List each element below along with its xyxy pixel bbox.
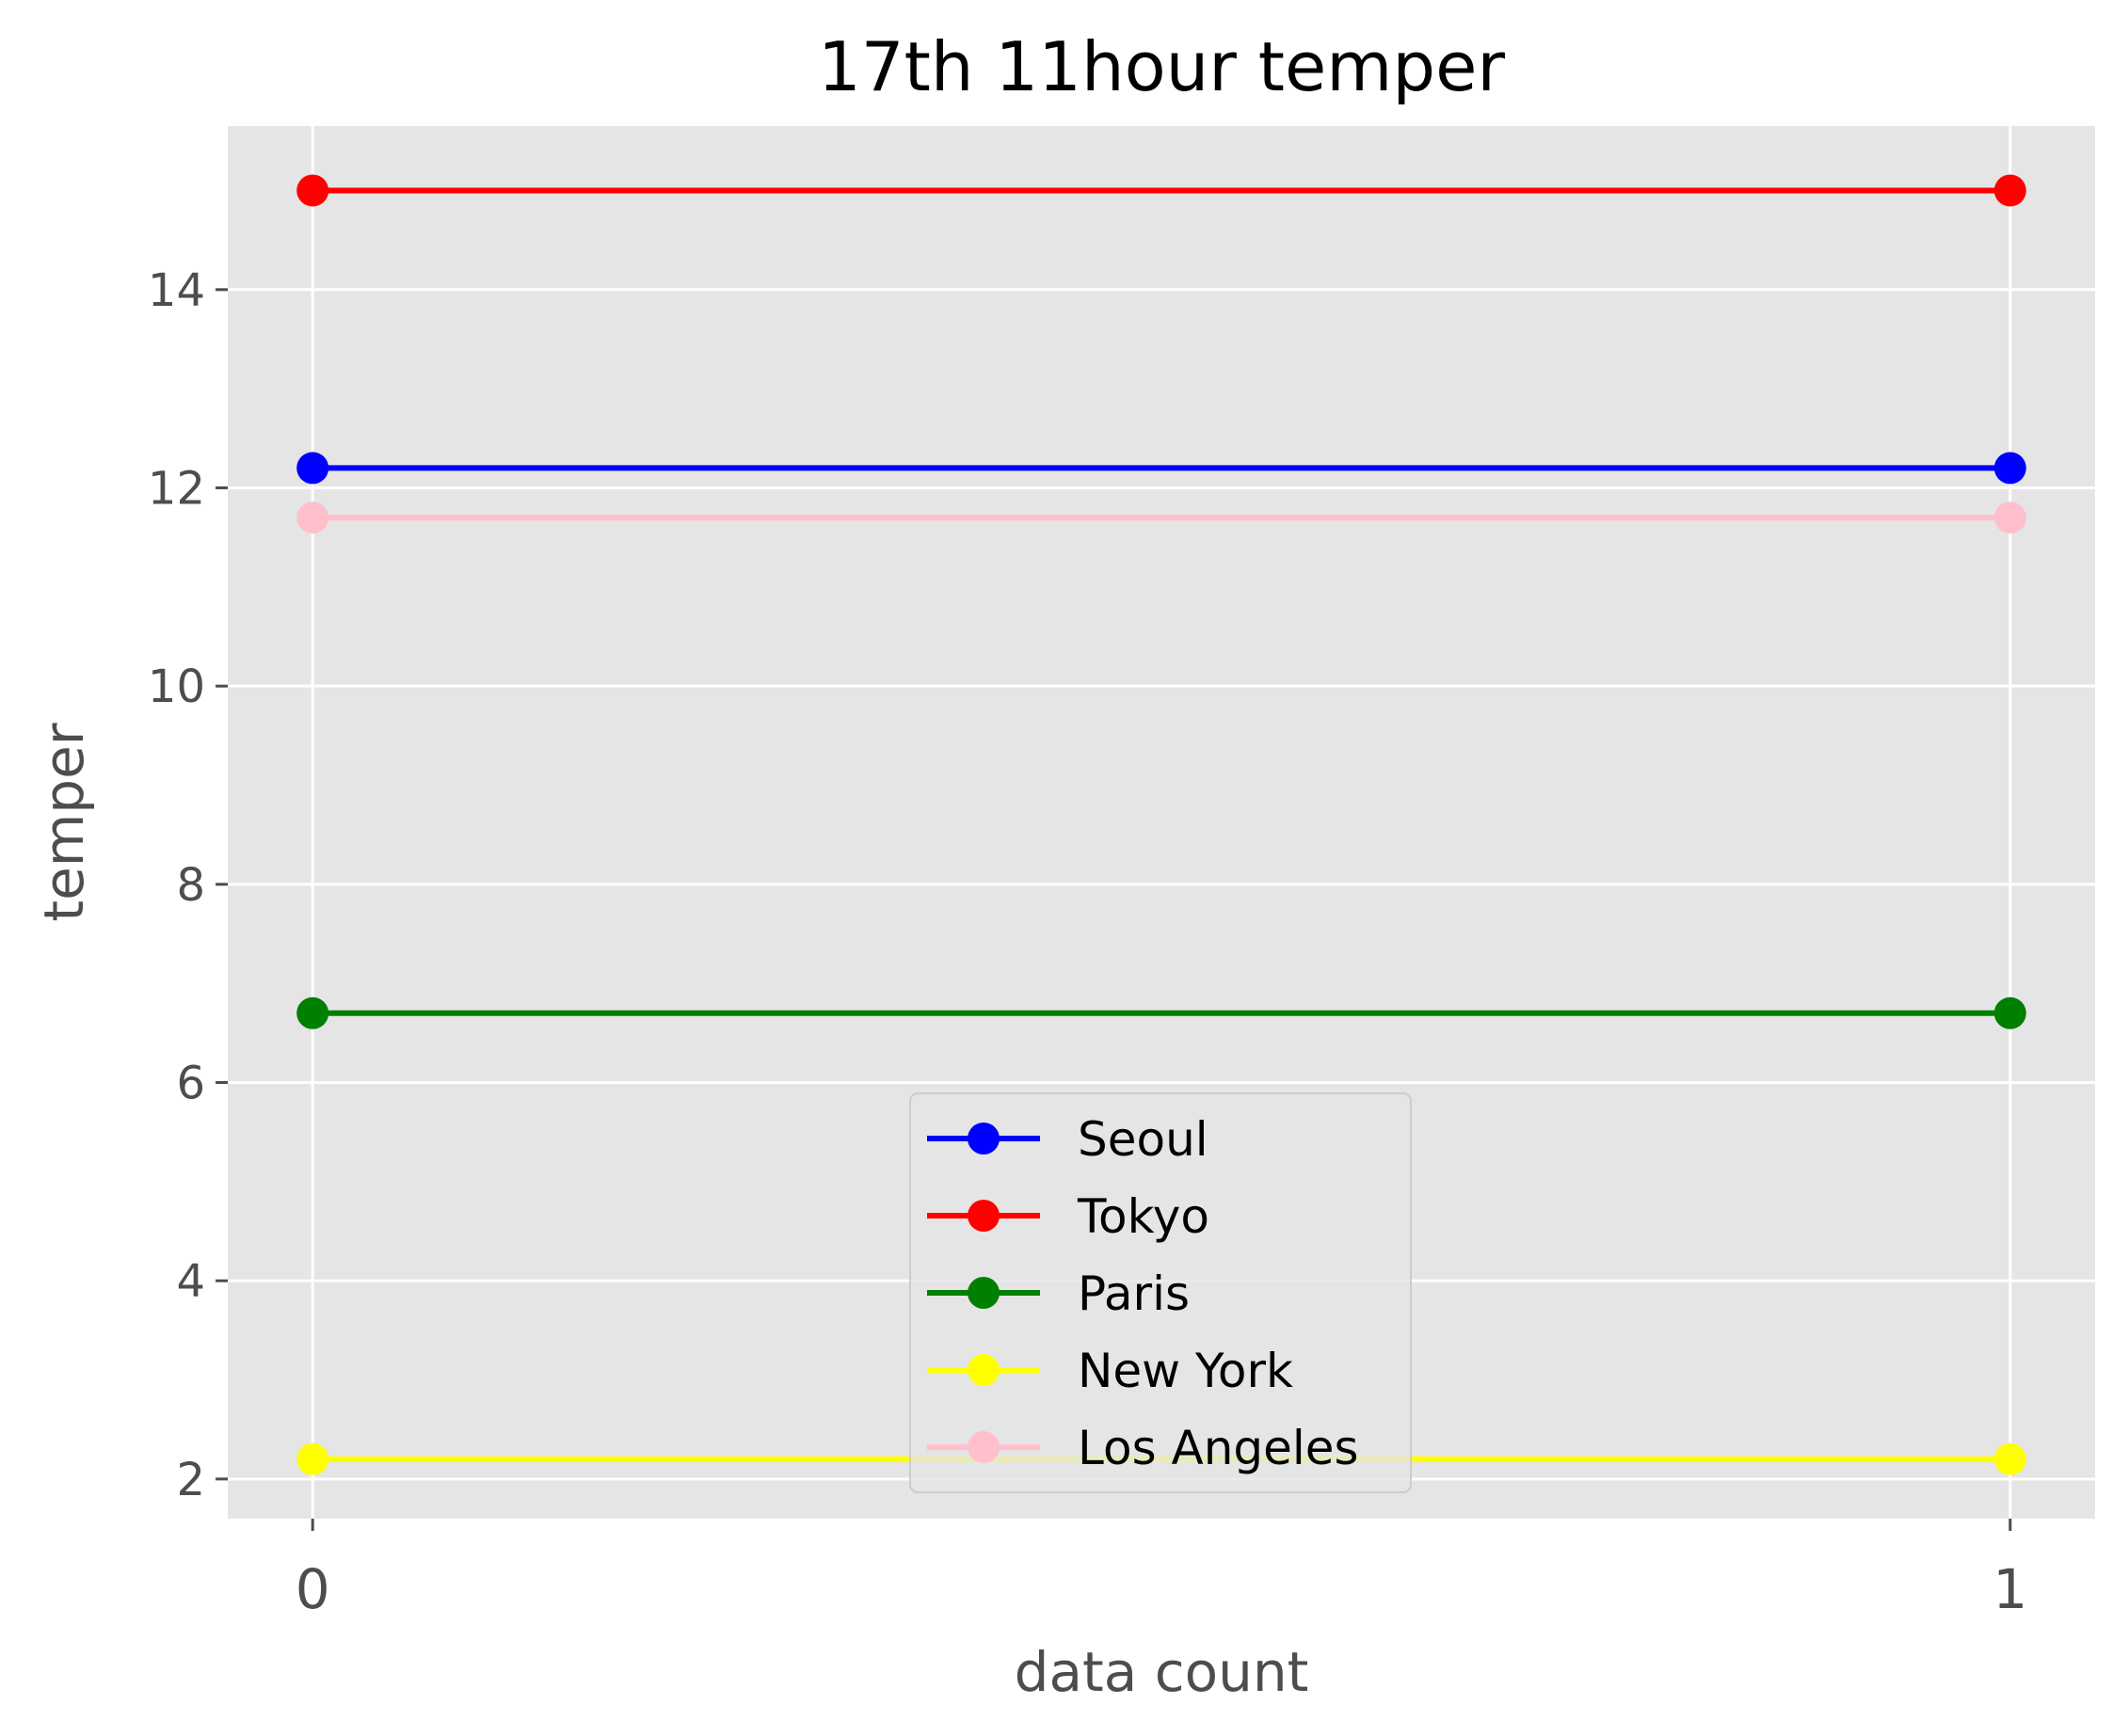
x-axis-label: data count [1015,1640,1309,1704]
data-point-los-angeles [1993,502,2026,534]
data-point-tokyo [1993,174,2026,207]
series-layer [296,174,2026,1475]
series-paris [296,996,2026,1029]
legend-label: Tokyo [1077,1189,1209,1244]
series-tokyo [296,174,2026,207]
x-tick-label: 1 [1992,1557,2027,1621]
legend-item-tokyo: Tokyo [927,1189,1209,1244]
data-point-paris [296,996,329,1029]
legend-label: New York [1078,1344,1293,1398]
axis-ticks: 2 4 6 8 10 12 14 0 1 [148,264,2027,1621]
legend-item-seoul: Seoul [927,1112,1208,1167]
series-los-angeles [296,502,2026,534]
legend-item-los-angeles: Los Angeles [927,1421,1359,1475]
data-point-seoul [296,452,329,485]
data-point-new-york [1993,1442,2026,1475]
legend-marker [968,1354,1000,1386]
data-point-los-angeles [296,502,329,534]
y-tick-label: 14 [148,264,205,317]
y-tick-label: 8 [176,859,205,912]
chart-title: 17th 11hour temper [818,27,1505,106]
data-point-tokyo [296,174,329,207]
legend-label: Paris [1078,1266,1190,1321]
legend-box [909,1092,1412,1493]
legend-label: Seoul [1078,1112,1208,1167]
data-point-new-york [296,1442,329,1475]
y-axis-label: temper [32,723,96,921]
legend-item-paris: Paris [927,1266,1190,1321]
y-tick-label: 6 [176,1058,205,1110]
legend-marker [968,1200,1000,1232]
x-tick-label: 0 [296,1557,330,1621]
legend: Seoul Tokyo Paris New York Los Angeles [909,1092,1412,1493]
y-tick-label: 12 [148,462,205,515]
series-seoul [296,452,2026,485]
legend-label: Los Angeles [1078,1421,1359,1475]
data-point-paris [1993,996,2026,1029]
legend-marker [968,1123,1000,1155]
y-tick-label: 10 [148,661,205,713]
y-tick-label: 2 [176,1454,205,1506]
data-point-seoul [1993,452,2026,485]
legend-marker [968,1277,1000,1309]
y-tick-label: 4 [176,1255,205,1308]
legend-item-new-york: New York [927,1344,1293,1398]
legend-marker [968,1431,1000,1463]
